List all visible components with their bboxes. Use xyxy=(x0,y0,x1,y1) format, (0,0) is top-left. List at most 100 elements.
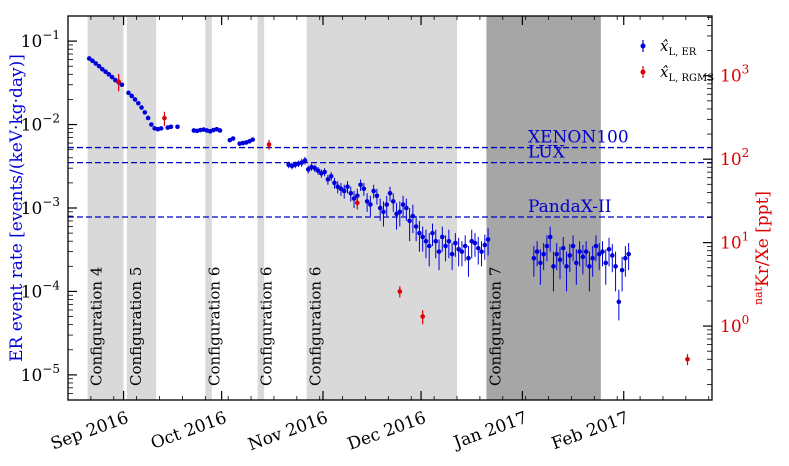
er-point xyxy=(394,211,399,217)
er-point xyxy=(443,243,448,249)
rgms-point xyxy=(420,314,425,319)
tick-base: 10 xyxy=(21,366,43,386)
er-point xyxy=(341,188,347,194)
legend-label: x̂L, RGMS xyxy=(660,63,714,84)
er-point xyxy=(400,202,406,207)
rgms-point xyxy=(685,356,690,362)
x-tick-label: Feb 2017 xyxy=(549,408,631,454)
y-axis-label-left: ER event rate [events/(keV·kg·day)] xyxy=(7,54,27,362)
er-point xyxy=(590,255,595,261)
er-point xyxy=(158,126,164,131)
er-point xyxy=(302,158,308,163)
er-point xyxy=(407,218,412,224)
legend-subscript: L, ER xyxy=(668,47,696,58)
er-point xyxy=(348,191,354,196)
tick-base: 10 xyxy=(21,116,43,136)
er-point xyxy=(345,184,350,189)
er-point xyxy=(583,249,589,254)
er-point xyxy=(315,168,321,173)
er-point xyxy=(466,255,471,261)
tick-base: 10 xyxy=(720,67,742,87)
er-point xyxy=(377,205,383,211)
legend-marker xyxy=(640,43,646,49)
er-point xyxy=(332,180,337,186)
er-point xyxy=(423,238,429,244)
er-point xyxy=(534,249,540,254)
er-point xyxy=(338,186,344,192)
er-point xyxy=(541,251,546,257)
rgms-point xyxy=(162,115,167,121)
ref-label-xenon100: XENON100 xyxy=(528,128,629,148)
er-point xyxy=(420,234,425,240)
config-band-label-4: Configuration 6 xyxy=(307,267,325,386)
er-point xyxy=(479,249,484,254)
er-point xyxy=(623,255,628,261)
x-tick-label: Nov 2016 xyxy=(245,408,330,455)
er-point xyxy=(446,238,452,244)
er-point xyxy=(560,245,566,251)
er-point xyxy=(132,97,138,102)
er-point xyxy=(368,202,373,207)
er-point xyxy=(250,137,256,142)
er-point xyxy=(547,234,553,240)
er-point xyxy=(103,69,108,75)
er-point xyxy=(551,264,556,269)
er-point xyxy=(230,136,236,141)
tick-base: 10 xyxy=(21,199,43,219)
legend-marker xyxy=(640,69,646,75)
er-point xyxy=(609,253,615,258)
x-tick-label: Sep 2016 xyxy=(48,408,131,455)
er-point xyxy=(462,243,468,249)
er-point xyxy=(459,249,465,254)
er-point xyxy=(126,90,131,96)
er-point xyxy=(149,122,154,127)
er-point xyxy=(384,202,390,207)
legend-subscript: L, RGMS xyxy=(668,73,714,84)
er-point xyxy=(430,230,435,236)
config-band-1 xyxy=(126,16,157,400)
er-point xyxy=(574,260,579,266)
er-point xyxy=(417,230,422,236)
er-point xyxy=(596,251,602,257)
er-point xyxy=(328,173,334,179)
y-axis-label-right-main: Kr/Xe [ppt] xyxy=(753,191,773,287)
rgms-point xyxy=(266,142,272,147)
er-point xyxy=(564,264,569,269)
y-right-tick-label: 102 xyxy=(720,146,749,170)
config-band-label-3: Configuration 6 xyxy=(258,267,276,386)
er-point xyxy=(531,255,537,261)
y-left-tick-label: 10−3 xyxy=(21,195,60,219)
er-point xyxy=(217,128,223,133)
er-point xyxy=(312,165,318,171)
er-point xyxy=(335,184,340,189)
er-point xyxy=(106,72,112,77)
y-right-tick-label: 100 xyxy=(720,313,749,337)
er-point xyxy=(600,249,605,254)
x-tick-label: Jan 2017 xyxy=(449,408,530,454)
er-point xyxy=(139,105,144,110)
tick-exponent: 3 xyxy=(742,63,750,77)
er-point xyxy=(554,251,560,257)
er-point xyxy=(175,124,180,130)
tick-base: 10 xyxy=(720,317,742,337)
er-point xyxy=(616,299,622,305)
config-band-3 xyxy=(257,16,265,400)
er-point xyxy=(619,267,625,273)
tick-exponent: 1 xyxy=(742,230,750,244)
er-point xyxy=(142,110,148,115)
y-right-tick-label: 101 xyxy=(720,230,749,254)
ref-label-pandax-ii: PandaX-II xyxy=(528,197,611,217)
er-point xyxy=(577,249,582,254)
y-axis-label-right: natKr/Xe [ppt] xyxy=(752,191,773,305)
er-point xyxy=(580,254,586,260)
er-point xyxy=(364,199,370,204)
er-point xyxy=(440,234,445,240)
config-band-5 xyxy=(486,16,601,400)
tick-exponent: −1 xyxy=(42,28,60,42)
y-right-tick-label: 103 xyxy=(720,63,749,87)
er-point xyxy=(397,209,403,215)
tick-exponent: 2 xyxy=(742,146,750,160)
ref-label-lux: LUX xyxy=(528,143,566,163)
er-point xyxy=(168,124,174,130)
er-point xyxy=(449,251,455,257)
